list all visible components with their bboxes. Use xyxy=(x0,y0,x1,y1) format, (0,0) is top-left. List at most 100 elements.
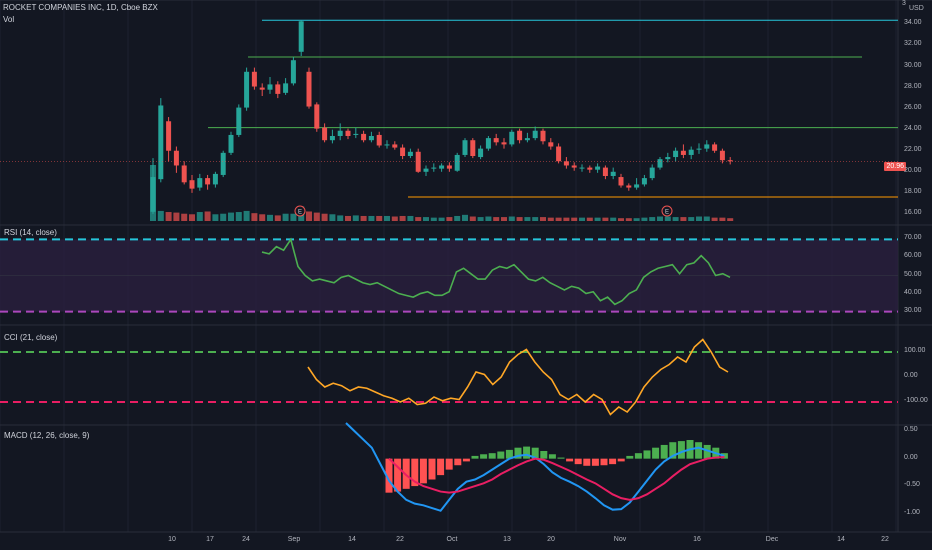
candle-body xyxy=(205,178,211,185)
candle-body xyxy=(329,136,335,141)
candle-body xyxy=(446,165,452,169)
volume-bar xyxy=(376,215,383,221)
candle-body xyxy=(361,133,367,141)
time-tick-label: Nov xyxy=(613,536,627,543)
candle-body xyxy=(220,152,226,175)
candle-body xyxy=(423,168,429,172)
volume-bar xyxy=(391,216,398,221)
volume-bar xyxy=(540,217,546,221)
candle-body xyxy=(376,134,382,146)
volume-bar xyxy=(235,212,242,221)
volume-bar xyxy=(508,216,515,221)
volume-bar xyxy=(657,216,663,221)
earnings-marker-label: E xyxy=(298,210,302,216)
rsi-title[interactable]: RSI (14, close) xyxy=(4,228,57,237)
candle-body xyxy=(524,138,530,141)
price-tick-label: 30.00 xyxy=(904,61,922,69)
volume-bar xyxy=(711,217,718,221)
candle-body xyxy=(244,71,250,108)
volume-bar xyxy=(212,214,219,221)
candle-body xyxy=(485,138,491,149)
volume-bar xyxy=(345,215,351,221)
volume-bar xyxy=(633,218,640,221)
candle-body xyxy=(602,167,608,176)
volume-bar xyxy=(516,217,523,221)
price-tick-label: 18.00 xyxy=(904,187,922,195)
candle-body xyxy=(634,184,640,188)
macd-histogram-bar xyxy=(428,458,436,480)
candle-body xyxy=(251,71,257,87)
macd-histogram-bar xyxy=(626,455,634,459)
volume-bar xyxy=(555,217,562,221)
symbol-title[interactable]: ROCKET COMPANIES INC, 1D, Cboe BZX xyxy=(3,3,158,12)
macd-histogram-bar xyxy=(480,454,488,459)
earnings-marker-label: E xyxy=(665,210,669,216)
macd-histogram-bar xyxy=(609,458,617,465)
volume-bar xyxy=(563,217,570,221)
time-tick-label: 14 xyxy=(837,536,845,543)
volume-bar xyxy=(368,215,375,221)
cci-title[interactable]: CCI (21, close) xyxy=(4,333,58,342)
volume-bar xyxy=(384,215,390,221)
volume-bar xyxy=(462,214,468,221)
volume-bar xyxy=(696,216,702,221)
volume-bar xyxy=(337,215,344,221)
currency-label: USD xyxy=(909,5,924,12)
volume-bar xyxy=(290,213,297,221)
volume-bar xyxy=(282,213,289,221)
volume-bar xyxy=(532,217,539,221)
volume-bar xyxy=(571,217,578,221)
time-tick-label: Sep xyxy=(287,536,301,543)
macd-histogram-bar xyxy=(419,458,427,484)
volume-bar xyxy=(469,216,476,221)
volume-bar xyxy=(501,217,507,221)
candle-body xyxy=(696,148,702,150)
candle-body xyxy=(509,131,515,145)
volume-bar xyxy=(594,217,601,221)
time-tick-label: 20 xyxy=(547,536,555,543)
macd-histogram-bar xyxy=(574,458,582,465)
candle-body xyxy=(400,147,406,156)
macd-histogram-bar xyxy=(462,458,470,462)
volume-legend[interactable]: Vol xyxy=(3,15,15,24)
candle-body xyxy=(306,71,312,107)
candle-body xyxy=(290,60,296,84)
macd-histogram-bar xyxy=(471,455,479,459)
volume-bar xyxy=(220,213,227,221)
candle-body xyxy=(267,84,273,90)
volume-bar xyxy=(641,217,648,221)
macd-title[interactable]: MACD (12, 26, close, 9) xyxy=(4,431,90,440)
volume-bar xyxy=(228,212,234,221)
candle-body xyxy=(579,167,585,169)
macd-histogram-bar xyxy=(540,450,548,459)
macd-histogram-bar xyxy=(591,458,599,466)
macd-histogram-bar xyxy=(583,458,591,466)
candle-body xyxy=(563,161,569,166)
candle-body xyxy=(212,173,218,185)
macd-tick-label: -0.50 xyxy=(904,481,920,489)
volume-bar xyxy=(415,217,422,221)
macd-histogram-bar xyxy=(497,451,505,459)
candle-body xyxy=(384,144,390,146)
candle-body xyxy=(368,136,374,141)
rsi-tick-label: 30.00 xyxy=(904,306,922,314)
volume-bar xyxy=(602,217,609,221)
macd-histogram-bar xyxy=(394,458,402,492)
earnings-marker xyxy=(661,205,673,217)
macd-histogram-bar xyxy=(652,447,660,459)
candle-body xyxy=(431,167,437,169)
candle-body xyxy=(501,142,507,145)
volume-bar xyxy=(493,217,500,221)
volume-bar xyxy=(586,217,593,221)
candle-body xyxy=(470,140,476,156)
volume-bar xyxy=(243,210,250,221)
candle-body xyxy=(353,133,359,135)
macd-histogram-bar xyxy=(617,458,625,462)
drawn-horizontal-lines[interactable] xyxy=(208,19,898,198)
volume-bar xyxy=(727,218,734,221)
macd-histogram-bar xyxy=(514,447,522,459)
cci-pane xyxy=(0,338,898,416)
macd-tick-label: 0.50 xyxy=(904,426,918,434)
